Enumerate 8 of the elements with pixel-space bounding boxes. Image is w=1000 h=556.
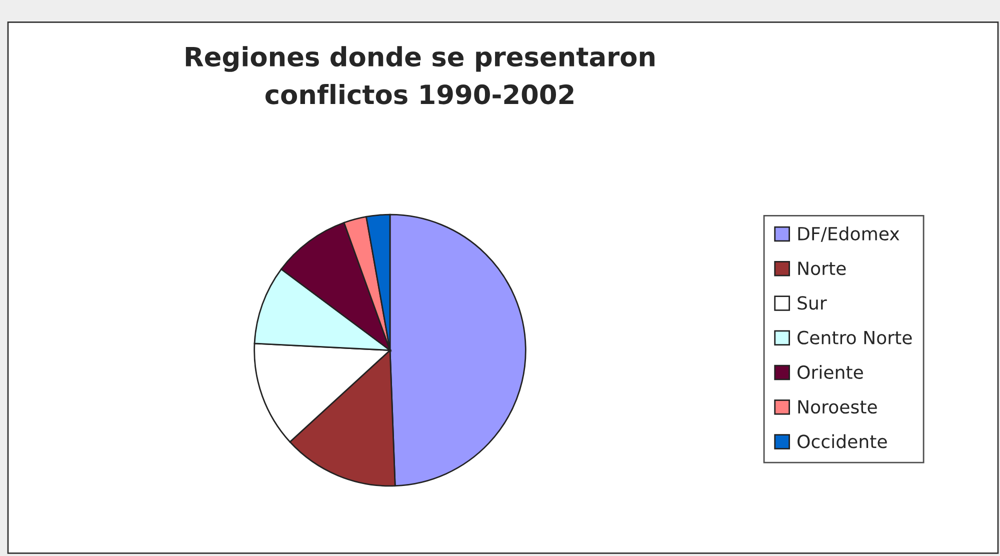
legend-label: Noroeste — [798, 400, 877, 414]
legend-label: Sur — [798, 296, 827, 310]
legend-label: Occidente — [798, 434, 887, 448]
legend-label: DF/Edomex — [798, 226, 900, 242]
legend-label: Norte — [798, 262, 846, 276]
legend-label: Oriente — [798, 365, 863, 380]
chart-title: Regiones donde se presentaron conflictos 1990-2002 — [186, 46, 654, 104]
legend-label: Centro Norte — [798, 330, 912, 344]
